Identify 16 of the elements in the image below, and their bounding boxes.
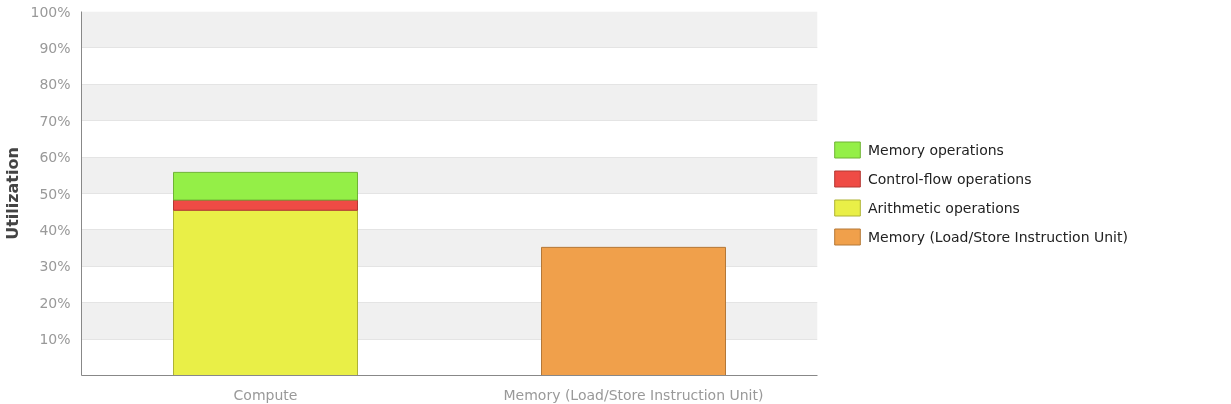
y-tick-label: 40% [39,221,71,238]
y-axis-title: Utilization [3,147,23,240]
y-tick-label: 90% [39,39,71,56]
y-tick-label: 10% [39,331,71,348]
legend-label: Memory (Load/Store Instruction Unit) [868,228,1128,244]
y-tick-label: 80% [39,76,71,93]
y-tick-label: 30% [39,258,71,275]
x-tick-label: Compute [233,386,298,403]
y-tick-label: 50% [39,185,71,202]
y-tick-label: 100% [30,3,71,20]
legend-label: Memory operations [868,141,1004,157]
y-tick-label: 60% [39,149,71,166]
y-tick-label: 70% [39,112,71,129]
legend-label: Control-flow operations [868,170,1032,186]
y-tick-label: 20% [39,294,71,311]
legend-label: Arithmetic operations [868,199,1020,215]
